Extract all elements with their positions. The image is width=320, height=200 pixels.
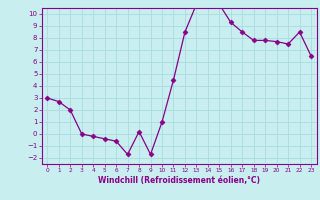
X-axis label: Windchill (Refroidissement éolien,°C): Windchill (Refroidissement éolien,°C)	[98, 176, 260, 185]
